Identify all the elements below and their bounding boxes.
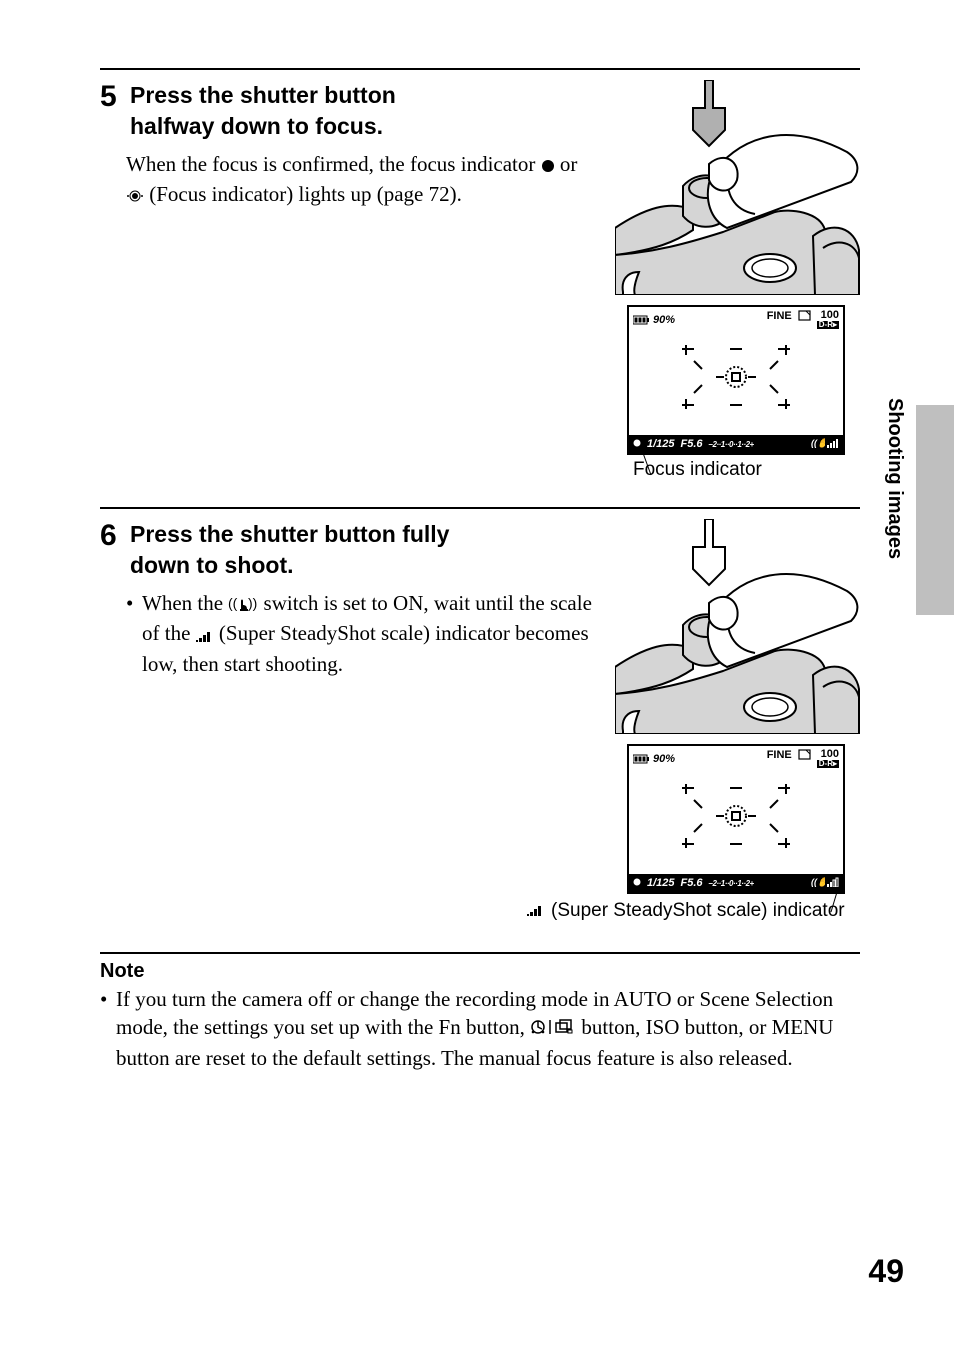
steadyshot-caption-text: (Super SteadyShot scale) indicator [551,900,845,922]
steadyshot-caption: (Super SteadyShot scale) indicator [527,900,860,922]
bullet-dot-icon-note: • [100,985,116,1072]
lcd-display-5: 90% FINE 100 D-R▸ [627,305,845,455]
note-heading: Note [100,960,860,983]
card-icon-6 [798,749,811,763]
lcd-display-6: 90% FINE 100 D-R▸ [627,744,845,894]
dro-label: D-R▸ [817,321,839,329]
lcd5-bottom-row: 1/125 F5.6 –2··1··0··1··2+ ((✋)) [629,435,843,453]
note-list: • If you turn the camera off or change t… [100,985,860,1072]
step5-body-c: (Focus indicator) lights up (page 72). [149,182,462,206]
scale-bars-icon-6 [827,877,839,890]
step6-text: 6 Press the shutter button fully down to… [100,519,615,922]
aperture: F5.6 [681,438,703,450]
side-tab [916,405,954,615]
top-rule [100,68,860,70]
step5-body: When the focus is confirmed, the focus i… [126,150,595,211]
step5-body-b: or [560,152,578,176]
mid-rule [100,507,860,509]
drive-mode-icon [530,1015,576,1043]
lcd6-bottom-row: 1/125 F5.6 –2··1··0··1··2+ ((✋)) [629,874,843,892]
step5-text: 5 Press the shutter button halfway down … [100,80,615,481]
svg-text:)): )) [248,596,257,611]
quality-label-6: FINE [767,749,792,761]
af-frame-icon [680,341,792,413]
steadyshot-icon: ((✋)) [811,438,825,451]
lcd6-top-row: 90% FINE 100 D-R▸ [633,749,839,768]
note-item-1: • If you turn the camera off or change t… [100,985,860,1072]
page-number: 49 [868,1253,904,1290]
camera-press-half-illustration [615,80,860,295]
battery-icon: 90% [633,314,675,326]
side-tab-label: Shooting images [883,398,906,559]
af-frame-icon-6 [680,780,792,852]
focus-indicator-caption: Focus indicator [633,459,860,481]
step6-figure: 90% FINE 100 D-R▸ [615,519,860,922]
step5-body-a: When the focus is confirmed, the focus i… [126,152,541,176]
focus-confirm-dot-icon [633,438,641,450]
step6-text-a: When the [142,591,228,615]
shutter-speed: 1/125 [647,438,675,450]
ev-scale-6: –2··1··0··1··2+ [709,879,754,888]
quality-label: FINE [767,310,792,322]
bullet-dot-icon: • [126,589,142,678]
note-rule [100,952,860,954]
scale-bars-caption-icon [527,900,545,922]
step6-number: 6 [100,519,126,553]
lcd5-top-row: 90% FINE 100 D-R▸ [633,310,839,329]
svg-text:((✋)): ((✋)) [811,877,825,887]
svg-text:((: (( [228,596,238,611]
step5-number: 5 [100,80,126,114]
shutter-speed-6: 1/125 [647,877,675,889]
step6-bullets: • When the (()) switch is set to ON, wai… [126,589,595,678]
svg-text:((✋)): ((✋)) [811,438,825,448]
camera-press-full-illustration [615,519,860,734]
card-icon [798,310,811,324]
dro-label-6: D-R▸ [817,760,839,768]
focus-ring-icon [126,182,144,210]
step5-figure: 90% FINE 100 D-R▸ [615,80,860,481]
scale-bars-icon [827,438,839,451]
battery-pct: 90% [653,314,675,326]
step5-title: Press the shutter button halfway down to… [130,80,480,142]
scale-bars-inline-icon [196,621,214,649]
step6-bullet-1: • When the (()) switch is set to ON, wai… [126,589,595,678]
page-content: 5 Press the shutter button halfway down … [100,68,860,1072]
focus-confirm-dot-icon-6 [633,877,641,889]
focus-dot-icon [541,152,555,180]
step-5: 5 Press the shutter button halfway down … [100,80,860,481]
battery-icon-6: 90% [633,753,675,765]
battery-pct-6: 90% [653,753,675,765]
step-6: 6 Press the shutter button fully down to… [100,519,860,922]
ev-scale: –2··1··0··1··2+ [709,440,754,449]
step6-title: Press the shutter button fully down to s… [130,519,480,581]
aperture-6: F5.6 [681,877,703,889]
steadyshot-hand-icon: (()) [228,591,258,619]
steadyshot-icon-6: ((✋)) [811,877,825,890]
